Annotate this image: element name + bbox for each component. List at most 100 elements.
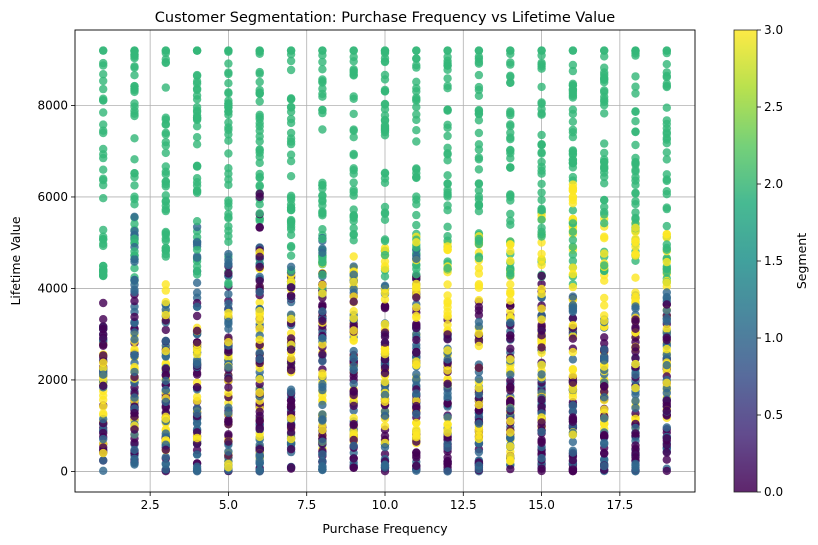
data-point-segment-1 bbox=[631, 467, 640, 476]
data-point-segment-3 bbox=[443, 280, 452, 289]
data-point-segment-2 bbox=[568, 172, 578, 182]
data-point-segment-3 bbox=[568, 364, 578, 374]
data-point-segment-2 bbox=[600, 261, 609, 270]
data-point-segment-3 bbox=[443, 346, 452, 355]
data-point-segment-2 bbox=[255, 97, 264, 106]
data-point-segment-2 bbox=[474, 192, 484, 201]
data-point-segment-3 bbox=[443, 428, 452, 437]
data-point-segment-1 bbox=[349, 346, 358, 356]
data-point-segment-0 bbox=[286, 334, 296, 343]
data-point-segment-0 bbox=[161, 370, 170, 380]
data-point-segment-1 bbox=[161, 429, 170, 438]
data-point-segment-2 bbox=[631, 140, 640, 150]
data-point-segment-2 bbox=[161, 113, 170, 122]
data-point-segment-2 bbox=[443, 120, 452, 129]
data-point-segment-2 bbox=[443, 52, 452, 62]
data-point-segment-1 bbox=[255, 355, 264, 364]
data-point-segment-0 bbox=[662, 448, 671, 457]
data-point-segment-2 bbox=[506, 72, 515, 82]
data-point-segment-3 bbox=[474, 434, 484, 444]
data-point-segment-3 bbox=[568, 392, 578, 402]
colorbar-tick-label: 0.0 bbox=[764, 485, 783, 499]
data-point-segment-3 bbox=[506, 355, 515, 364]
colorbar-tick-label: 1.5 bbox=[764, 254, 783, 268]
data-point-segment-0 bbox=[412, 348, 421, 357]
data-point-segment-3 bbox=[506, 240, 515, 249]
data-point-segment-0 bbox=[99, 428, 108, 438]
data-point-segment-2 bbox=[600, 148, 609, 158]
data-point-segment-2 bbox=[443, 46, 452, 55]
data-point-segment-1 bbox=[286, 387, 296, 397]
data-point-segment-2 bbox=[130, 172, 139, 182]
data-point-segment-1 bbox=[161, 376, 170, 385]
data-point-segment-2 bbox=[192, 161, 202, 170]
data-point-segment-0 bbox=[537, 418, 546, 427]
data-point-segment-2 bbox=[192, 245, 202, 254]
data-point-segment-3 bbox=[474, 400, 484, 410]
data-point-segment-3 bbox=[662, 278, 671, 287]
x-tick-label: 15.0 bbox=[528, 498, 555, 512]
data-point-segment-2 bbox=[286, 128, 296, 138]
data-point-segment-0 bbox=[255, 252, 264, 261]
data-point-segment-2 bbox=[600, 63, 609, 72]
data-point-segment-0 bbox=[286, 421, 296, 430]
data-point-segment-2 bbox=[99, 70, 108, 79]
data-point-segment-2 bbox=[130, 62, 139, 71]
data-point-segment-3 bbox=[224, 338, 233, 347]
data-point-segment-2 bbox=[318, 258, 327, 267]
data-point-segment-1 bbox=[568, 304, 578, 313]
data-point-segment-2 bbox=[474, 82, 484, 92]
data-point-segment-2 bbox=[474, 57, 484, 67]
data-point-segment-1 bbox=[631, 396, 640, 406]
data-point-segment-0 bbox=[161, 325, 170, 335]
data-point-segment-3 bbox=[662, 344, 671, 354]
data-point-segment-2 bbox=[224, 202, 233, 211]
data-point-segment-1 bbox=[130, 328, 139, 337]
x-tick-label: 12.5 bbox=[450, 498, 477, 512]
data-point-segment-1 bbox=[412, 375, 421, 384]
data-point-segment-2 bbox=[99, 96, 108, 105]
data-point-segment-2 bbox=[631, 46, 640, 55]
data-point-segment-0 bbox=[380, 431, 390, 440]
data-point-segment-1 bbox=[161, 397, 170, 407]
data-point-segment-2 bbox=[224, 231, 233, 241]
data-point-segment-2 bbox=[224, 69, 233, 79]
data-point-segment-3 bbox=[412, 426, 421, 435]
data-point-segment-1 bbox=[631, 403, 640, 413]
data-point-segment-2 bbox=[568, 109, 578, 119]
data-point-segment-1 bbox=[600, 414, 609, 423]
data-point-segment-1 bbox=[412, 254, 421, 263]
data-point-segment-3 bbox=[349, 314, 358, 323]
data-point-segment-0 bbox=[224, 374, 233, 383]
data-point-segment-1 bbox=[474, 461, 484, 470]
data-point-segment-2 bbox=[349, 109, 358, 119]
data-point-segment-2 bbox=[286, 172, 296, 181]
data-point-segment-2 bbox=[474, 140, 484, 149]
data-point-segment-3 bbox=[161, 286, 170, 295]
data-point-segment-2 bbox=[600, 161, 609, 171]
data-point-segment-3 bbox=[255, 306, 264, 316]
data-point-segment-2 bbox=[412, 220, 421, 230]
data-point-segment-0 bbox=[537, 271, 546, 281]
data-point-segment-2 bbox=[474, 253, 484, 263]
data-point-segment-0 bbox=[568, 414, 578, 423]
data-point-segment-2 bbox=[631, 82, 640, 91]
chart-title: Customer Segmentation: Purchase Frequenc… bbox=[155, 10, 616, 26]
data-point-segment-2 bbox=[568, 227, 578, 236]
data-point-segment-2 bbox=[506, 216, 515, 225]
data-point-segment-1 bbox=[224, 317, 233, 327]
data-point-segment-2 bbox=[412, 46, 421, 55]
data-point-segment-3 bbox=[537, 304, 546, 313]
data-point-segment-2 bbox=[412, 200, 421, 209]
data-point-segment-1 bbox=[443, 355, 452, 364]
data-point-segment-2 bbox=[192, 270, 202, 279]
data-point-segment-1 bbox=[443, 467, 452, 476]
data-point-segment-2 bbox=[192, 46, 202, 55]
data-point-segment-2 bbox=[192, 133, 202, 142]
data-point-segment-2 bbox=[412, 126, 421, 135]
data-point-segment-0 bbox=[286, 445, 296, 454]
data-point-segment-2 bbox=[506, 58, 515, 67]
data-point-segment-3 bbox=[318, 425, 327, 435]
data-point-segment-1 bbox=[192, 278, 202, 287]
data-point-segment-2 bbox=[130, 134, 139, 143]
